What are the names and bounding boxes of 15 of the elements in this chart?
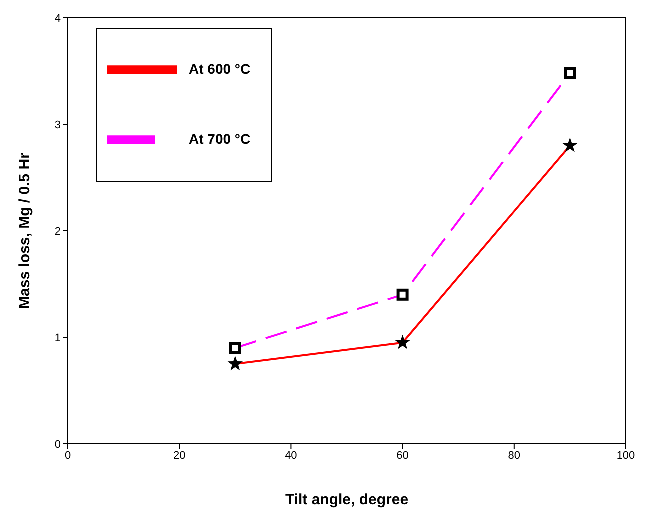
y-tick-label: 1 (54, 332, 61, 344)
x-tick-label: 80 (508, 450, 521, 462)
x-tick-label: 20 (173, 450, 186, 462)
y-tick-label: 3 (54, 119, 61, 132)
y-tick-label: 4 (54, 12, 61, 25)
y-axis-title: Mass loss, Mg / 0.5 Hr (16, 152, 34, 309)
y-tick-label: 2 (54, 226, 61, 238)
x-tick-label: 40 (285, 450, 298, 462)
x-tick-label: 100 (616, 450, 636, 462)
x-tick-label: 0 (64, 450, 72, 462)
y-tick-label: 0 (54, 438, 61, 451)
x-tick-label: 60 (396, 450, 409, 462)
x-axis-title: Tilt angle, degree (285, 492, 409, 509)
legend-label: At 600 °C (189, 60, 251, 77)
legend-label: At 700 °C (189, 130, 251, 147)
